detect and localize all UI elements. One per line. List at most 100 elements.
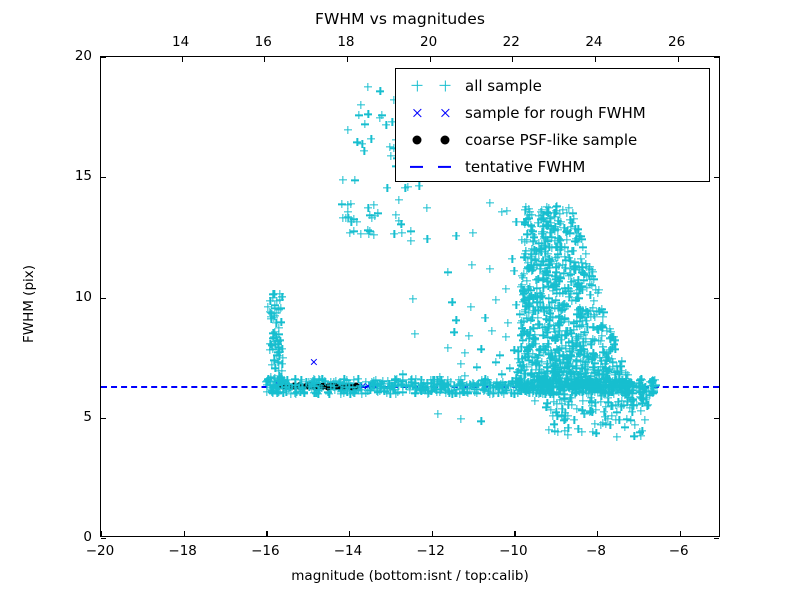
data-point (481, 314, 489, 322)
data-point (291, 375, 299, 383)
data-point (593, 308, 601, 316)
data-point (561, 331, 569, 339)
data-point (468, 261, 476, 269)
data-point (638, 427, 646, 435)
data-point (266, 346, 274, 354)
legend-item-all-sample: all sample (396, 72, 709, 99)
data-point (520, 296, 528, 304)
axis-tick-label: −16 (251, 543, 280, 559)
axis-tick-label: 5 (83, 408, 92, 425)
data-point (461, 349, 469, 357)
data-point (416, 386, 424, 394)
legend-marker (412, 80, 423, 91)
axis-tick (597, 531, 599, 536)
data-point (616, 362, 624, 370)
axis-tick (264, 57, 266, 62)
data-point (469, 229, 477, 237)
data-point (520, 377, 528, 385)
data-point (473, 363, 481, 371)
dot-icon (403, 130, 465, 150)
data-point (404, 183, 412, 191)
data-point (364, 110, 372, 118)
data-point (604, 389, 612, 397)
data-point (565, 288, 573, 296)
data-point (492, 358, 500, 366)
data-point (411, 330, 419, 338)
data-point (409, 295, 417, 303)
data-point (644, 401, 652, 409)
data-point (526, 326, 534, 334)
data-point (335, 379, 343, 387)
legend-label: sample for rough FWHM (465, 103, 646, 122)
scatter-plot-area (101, 57, 719, 536)
data-point (622, 387, 630, 395)
data-point (584, 377, 592, 385)
data-point (518, 324, 526, 332)
axis-tick (677, 57, 679, 62)
data-point (559, 305, 567, 313)
data-point (394, 388, 402, 396)
data-point (444, 268, 452, 276)
data-point (397, 380, 405, 388)
data-point (361, 120, 369, 128)
data-point (275, 377, 283, 385)
legend-item-psf-like: coarse PSF-like sample (396, 126, 709, 153)
data-point (606, 334, 614, 342)
data-point (599, 419, 607, 427)
data-point (578, 428, 586, 436)
data-point (522, 203, 530, 211)
data-point (308, 381, 316, 389)
data-point (609, 402, 617, 410)
axis-tick (714, 177, 719, 179)
data-point (451, 389, 459, 397)
data-point (544, 333, 552, 341)
data-point (570, 342, 578, 350)
data-point (423, 204, 431, 212)
data-point (355, 111, 363, 119)
axis-tick (714, 297, 719, 299)
data-point (295, 384, 303, 392)
data-point (392, 211, 400, 219)
data-point (502, 333, 510, 341)
data-point (493, 378, 501, 386)
axis-tick (512, 57, 514, 62)
plus-icon (403, 76, 465, 96)
data-point (528, 251, 536, 259)
data-point (598, 322, 606, 330)
data-point (526, 283, 534, 291)
data-point (554, 234, 562, 242)
data-point (589, 363, 597, 371)
axis-tick-label: 14 (172, 34, 190, 50)
data-point (545, 294, 553, 302)
x-mark-icon (403, 103, 465, 123)
data-point (586, 397, 594, 405)
axis-tick (266, 531, 268, 536)
axis-tick (679, 531, 681, 536)
data-point (429, 376, 437, 384)
data-point (500, 390, 508, 398)
data-point (578, 406, 586, 414)
data-point (518, 355, 526, 363)
legend-marker (440, 135, 450, 144)
legend-marker (440, 80, 451, 91)
legend-dash (410, 165, 423, 168)
data-point (544, 282, 552, 290)
data-point (486, 199, 494, 207)
data-point (545, 260, 553, 268)
data-point (537, 261, 545, 269)
axis-tick (101, 177, 106, 179)
data-point (444, 344, 452, 352)
axis-tick (714, 538, 719, 540)
data-point (452, 316, 460, 324)
axis-tick (101, 57, 106, 59)
axis-tick-label: 15 (74, 168, 92, 185)
data-point (327, 381, 335, 389)
data-point (592, 352, 600, 360)
data-point (582, 338, 590, 346)
data-point (537, 292, 545, 300)
data-point (383, 184, 391, 192)
axis-tick-label: 18 (337, 34, 355, 50)
data-point (604, 354, 612, 362)
data-point (545, 426, 553, 434)
data-point (508, 255, 516, 263)
